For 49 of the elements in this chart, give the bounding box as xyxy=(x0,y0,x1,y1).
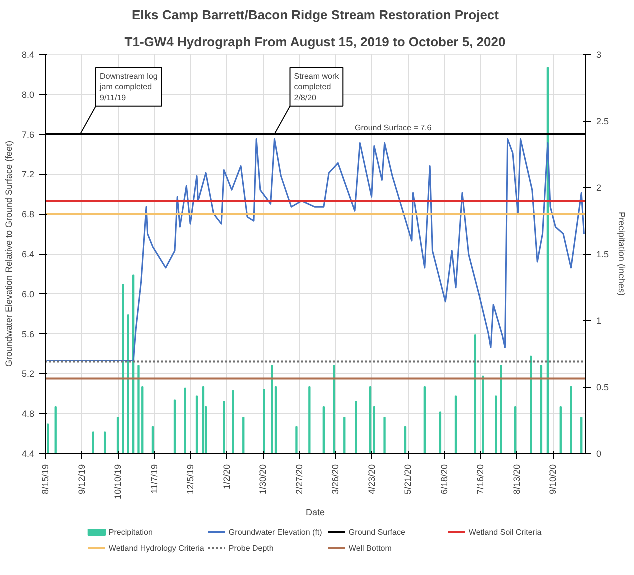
x-tick-label: 1/2/20 xyxy=(222,464,232,490)
y-tick-label: 7.2 xyxy=(22,170,35,180)
y2-axis-title: Precipitation (inches) xyxy=(617,212,628,296)
chart-title: Elks Camp Barrett/Bacon Ridge Stream Restoration Project xyxy=(132,8,500,22)
x-tick-label: 5/21/20 xyxy=(403,464,414,495)
x-tick-label: 9/10/20 xyxy=(548,464,558,495)
legend-label: Groundwater Elevation (ft) xyxy=(228,528,323,537)
y2-tick-label: 2 xyxy=(596,183,602,193)
x-axis-title: Date xyxy=(306,508,326,518)
y2-tick-label: 1 xyxy=(596,316,602,326)
x-tick-label: 9/12/19 xyxy=(76,464,87,495)
y2-tick-label: 3 xyxy=(596,50,602,60)
y2-tick-label: 1.5 xyxy=(596,250,610,260)
line-series xyxy=(46,138,585,362)
y2-tick-label: 0.5 xyxy=(596,382,610,392)
y-tick-label: 5.6 xyxy=(22,329,35,340)
x-tick-label: 8/13/20 xyxy=(512,464,522,495)
y2-tick-label: 2.5 xyxy=(596,116,610,126)
annotation: Stream work completed 2/8/20 xyxy=(294,72,340,102)
x-tick-label: 8/15/19 xyxy=(40,464,50,495)
y-tick-label: 7.6 xyxy=(22,130,35,140)
y-tick-label: 6.4 xyxy=(22,250,35,260)
x-tick-label: 2/27/20 xyxy=(294,464,304,495)
x-tick-label: 12/5/19 xyxy=(186,464,196,495)
x-tick-label: 6/18/20 xyxy=(439,464,450,495)
y-tick-label: 4.4 xyxy=(22,449,35,459)
legend-label: Precipitation xyxy=(108,528,153,537)
legend-label: Probe Depth xyxy=(228,544,274,553)
x-tick-label: 3/26/20 xyxy=(330,464,341,495)
y-tick-label: 8.4 xyxy=(22,50,35,60)
y-tick-label: 6.8 xyxy=(22,210,35,220)
y-tick-label: 8.0 xyxy=(22,90,35,100)
annotation: Ground Surface = 7.6 xyxy=(354,123,432,132)
x-tick-label: 11/7/19 xyxy=(149,464,160,494)
legend-label: Wetland Soil Criteria xyxy=(468,528,542,537)
legend-label: Wetland Hydrology Criteria xyxy=(108,544,205,553)
y-axis-title: Groundwater Elevation Relative to Ground Surface (feet) xyxy=(4,140,14,368)
x-tick-label: 1/30/20 xyxy=(258,464,268,495)
y-tick-label: 6.0 xyxy=(22,289,35,300)
x-tick-label: 10/10/19 xyxy=(113,464,124,500)
y2-tick-label: 0 xyxy=(596,449,602,459)
x-tick-label: 7/16/20 xyxy=(476,464,486,495)
x-tick-label: 4/23/20 xyxy=(366,464,377,495)
y-tick-label: 4.8 xyxy=(22,409,35,420)
legend-label: Ground Surface xyxy=(348,528,406,537)
legend-label: Well Bottom xyxy=(348,544,392,553)
y-tick-label: 5.2 xyxy=(22,369,35,380)
annotation: Downstream log jam completed 9/11/19 xyxy=(99,72,158,102)
chart-subtitle: T1-GW4 Hydrograph From August 15, 2019 to October 5, 2020 xyxy=(124,34,506,50)
